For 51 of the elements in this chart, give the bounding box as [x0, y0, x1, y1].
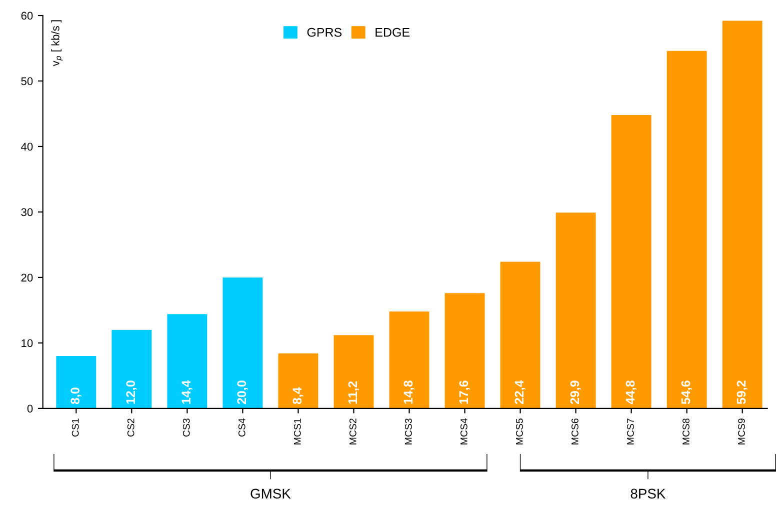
- legend-label: GPRS: [307, 28, 342, 37]
- x-tick-label: MCS1: [294, 418, 301, 444]
- bar: [556, 212, 596, 408]
- data-label: 20,0: [237, 380, 248, 404]
- bar: [389, 312, 430, 408]
- data-label: 8,4: [292, 387, 304, 404]
- x-tick-label: MCS5: [516, 418, 523, 444]
- data-label: 59,2: [736, 380, 748, 404]
- data-label: 11,2: [348, 381, 359, 404]
- y-tick-label: 0: [27, 404, 33, 413]
- data-label: 14,4: [182, 380, 192, 404]
- data-label: 22,4: [514, 380, 526, 404]
- data-label: 54,6: [681, 380, 692, 404]
- y-tick-label: 50: [21, 77, 33, 86]
- y-tick-label: 30: [21, 208, 33, 216]
- y-axis-title: v$_{p}$ [ kb/s ]: [51, 20, 63, 66]
- bar: [222, 277, 263, 408]
- x-tick-label: MCS8: [682, 418, 690, 444]
- bar: [167, 314, 208, 408]
- data-label: 29,9: [570, 380, 581, 404]
- y-tick-label: 60: [21, 12, 33, 20]
- x-tick-label: CS2: [127, 418, 134, 437]
- bar: [666, 50, 707, 408]
- x-tick-label: CS1: [72, 418, 79, 437]
- data-label: 44,8: [626, 380, 636, 404]
- y-tick-label: 20: [21, 274, 33, 282]
- bar: [444, 293, 485, 408]
- x-tick-label: MCS9: [738, 418, 745, 444]
- bar: [334, 335, 374, 408]
- x-tick-label: MCS4: [460, 418, 468, 444]
- bar: [500, 262, 540, 408]
- text: GMSK: [250, 488, 291, 499]
- x-tick-label: MCS7: [627, 418, 634, 444]
- x-tick-label: MCS3: [404, 418, 412, 444]
- data-label: 14,8: [404, 380, 414, 404]
- bar: [722, 20, 762, 408]
- x-tick-label: CS4: [238, 418, 246, 437]
- data-label: 8,0: [70, 388, 82, 404]
- data-label: 12,0: [126, 380, 137, 404]
- x-tick-label: MCS6: [572, 418, 578, 444]
- x-tick-label: MCS2: [349, 418, 356, 444]
- legend-label: EDGE: [376, 28, 410, 37]
- data-label: 17,6: [459, 380, 470, 404]
- y-tick-label: 10: [22, 339, 33, 348]
- bar: [56, 356, 96, 408]
- y-tick-label: 40: [21, 142, 33, 151]
- text: 8PSK: [630, 488, 666, 499]
- bar: [278, 353, 318, 408]
- x-tick-label: CS3: [182, 418, 190, 437]
- bar: [112, 330, 152, 408]
- bar: [611, 115, 652, 408]
